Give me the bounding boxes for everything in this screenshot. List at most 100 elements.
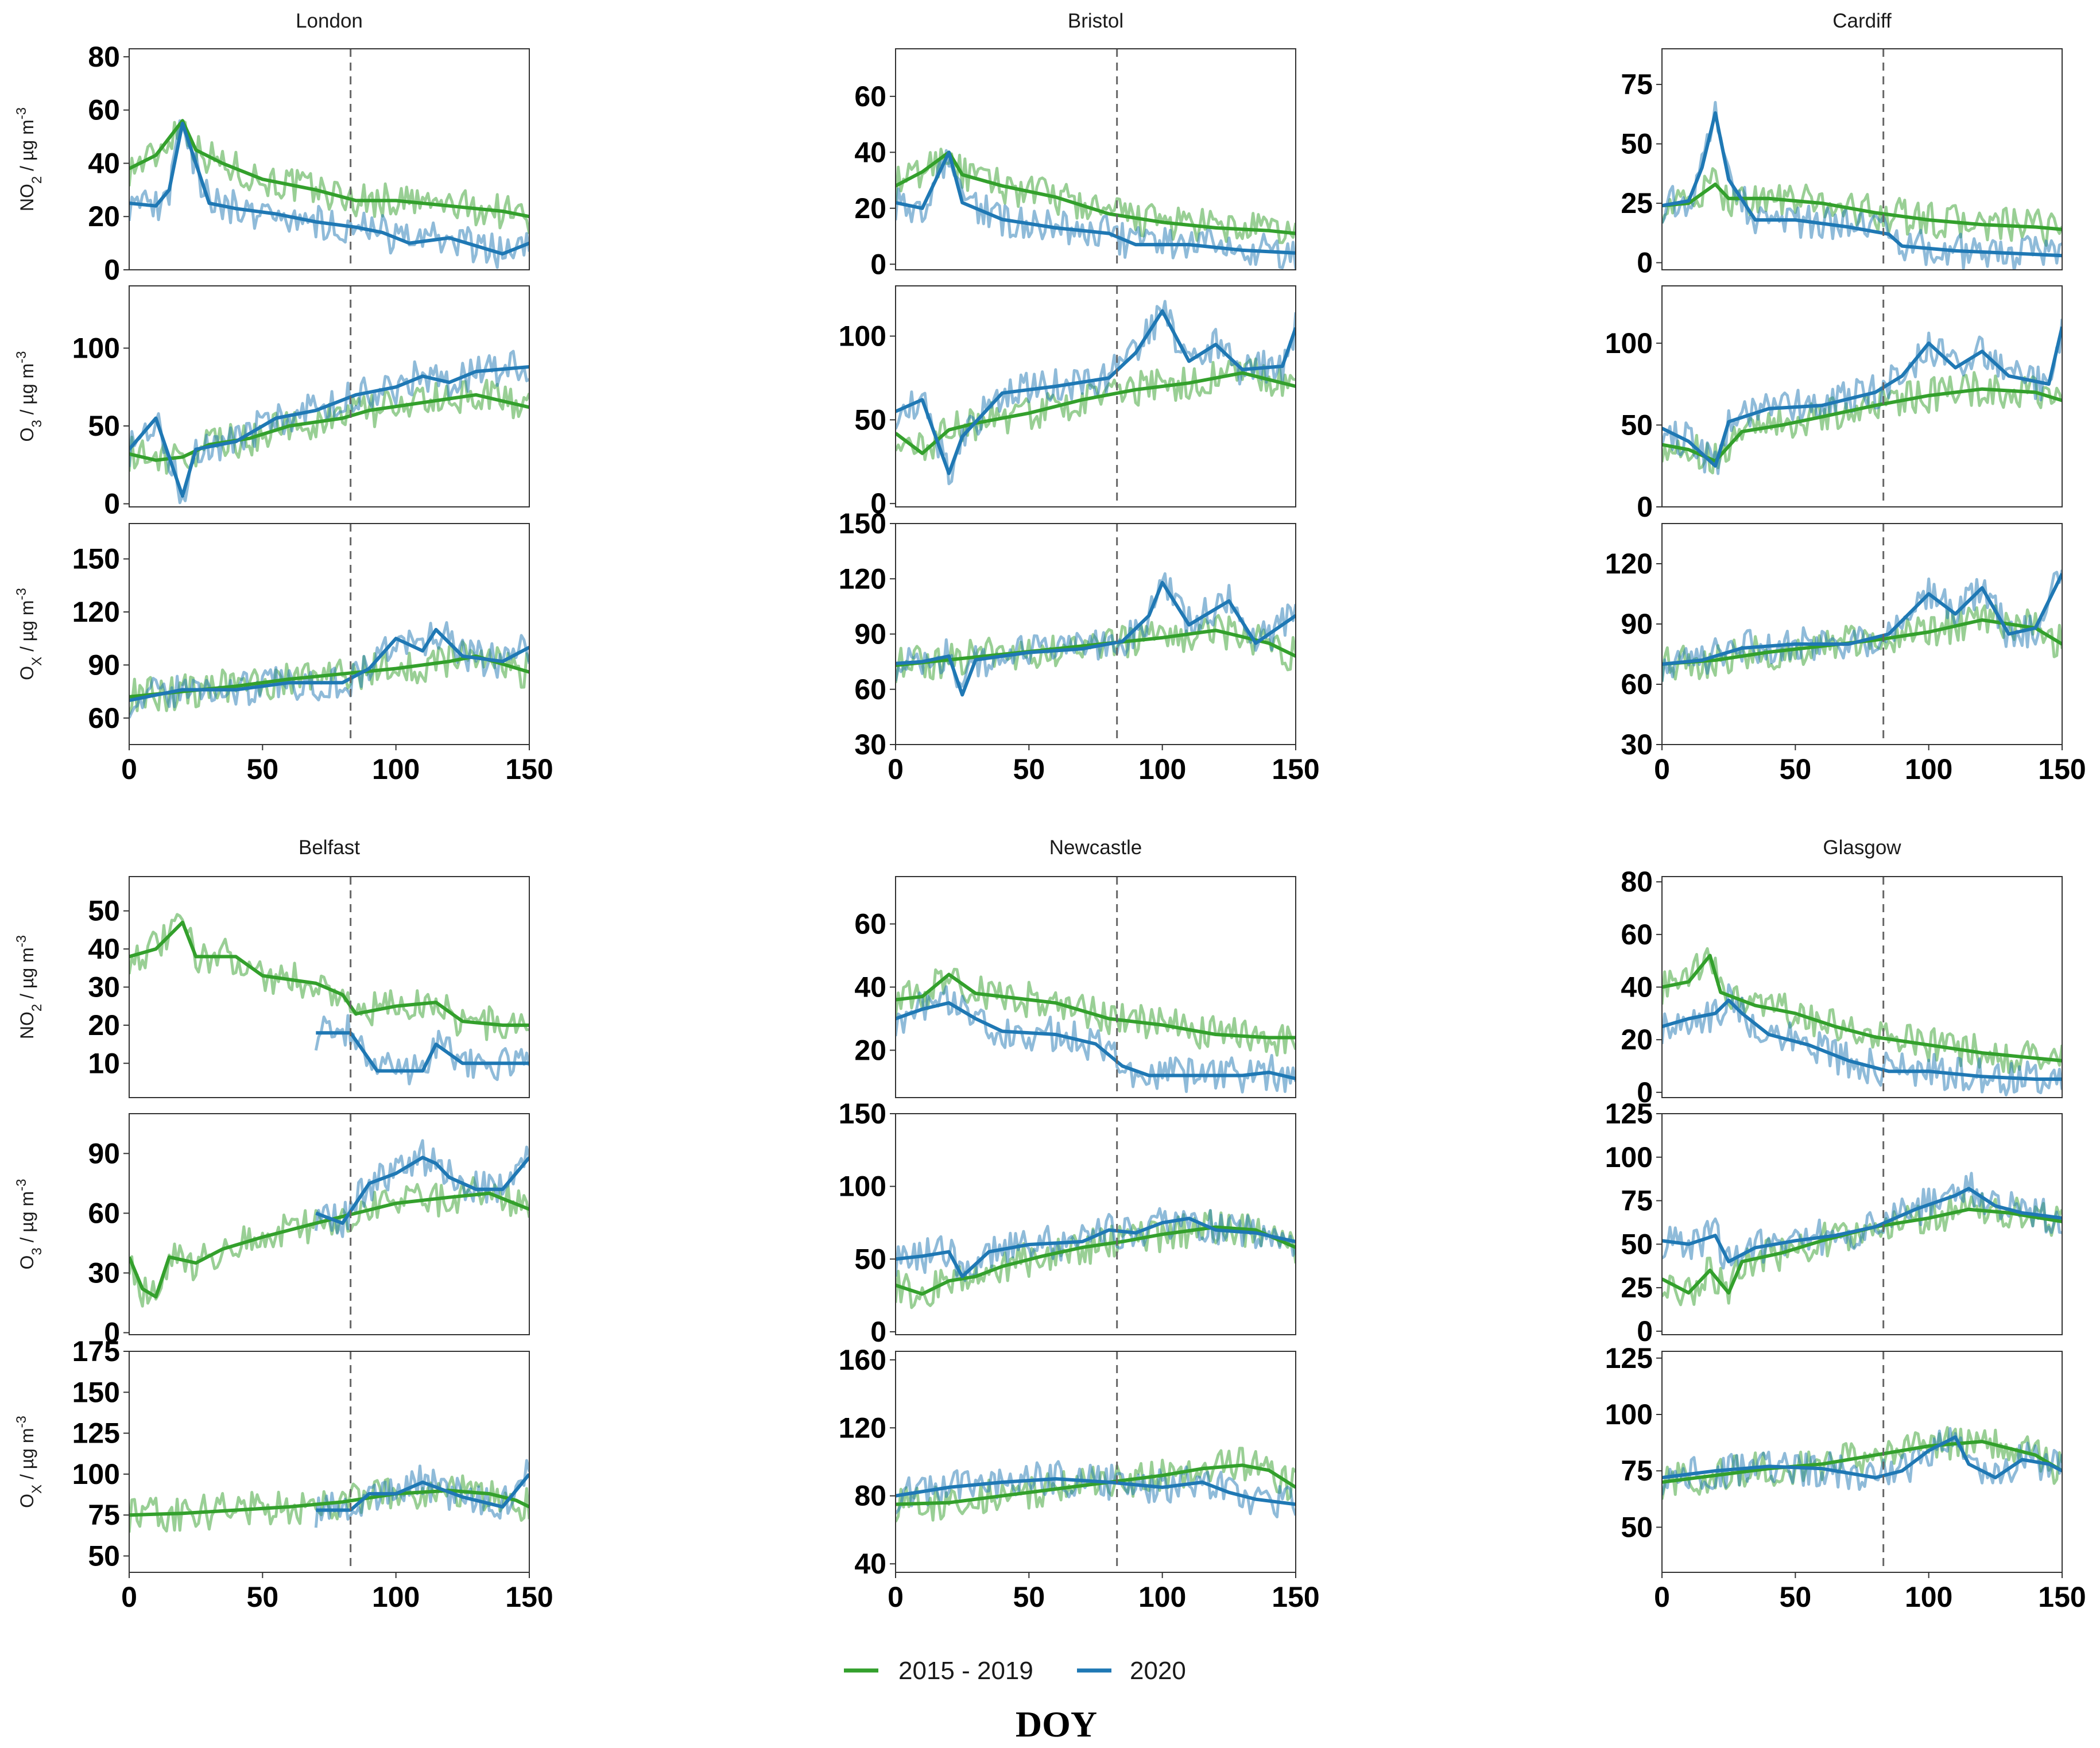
panel-no2: 10 20 30 40 50 NO2 / µg m-3 [14, 876, 530, 1098]
plot-area [129, 49, 529, 270]
y-tick-label: 50 [88, 410, 120, 442]
city-title: London [296, 10, 363, 32]
y-tick-label: 50 [88, 895, 120, 927]
x-tick-label: 50 [1013, 1581, 1045, 1613]
x-tick-label: 150 [505, 753, 553, 785]
plot-frame [1661, 285, 2063, 507]
y-tick-label: 75 [1621, 1185, 1653, 1217]
series-line-y2020 [129, 627, 529, 702]
series-raw-y2020 [896, 985, 1296, 1094]
y-tick-label: 50 [854, 1243, 886, 1275]
y-tick-label: 120 [72, 596, 120, 628]
plot-frame [895, 48, 1296, 270]
series-raw-y2020 [1662, 1172, 2062, 1271]
series-group [1662, 100, 2062, 270]
series-line-base [896, 972, 1296, 1040]
plot-area [1662, 49, 2062, 270]
y-tick-label: 20 [1621, 1024, 1653, 1056]
series-group [129, 1459, 529, 1533]
y-tick-label: 75 [1621, 68, 1653, 100]
y-tick-label: 125 [1605, 1342, 1653, 1374]
series-line-base [896, 1225, 1296, 1296]
series-raw-base [1662, 947, 2062, 1074]
x-tick-label: 50 [1780, 753, 1812, 785]
series-raw-y2020 [1662, 100, 2062, 270]
y-axis-label: O3 / µg m-3 [14, 351, 45, 441]
x-tick-label: 0 [1654, 1581, 1670, 1613]
y-tick-label: 20 [88, 1009, 120, 1041]
y-tick-label: 0 [1637, 1315, 1653, 1347]
series-line-base [1662, 1207, 2062, 1295]
x-tick-label: 100 [1905, 753, 1952, 785]
plot-frame [895, 876, 1296, 1098]
y-tick-label: 40 [1621, 971, 1653, 1003]
y-tick-label: 40 [88, 147, 120, 179]
x-tick-label: 0 [888, 753, 904, 785]
series-raw-base [1662, 371, 2062, 475]
y-tick-label: 150 [839, 507, 886, 540]
x-tick-label: 0 [121, 753, 137, 785]
plot-area [129, 1351, 529, 1572]
panel-ox: 30 60 90 120 0 50 100 150 [1605, 523, 2086, 785]
series-line-y2020 [896, 580, 1296, 697]
x-tick-label: 150 [2038, 753, 2086, 785]
series-group [1662, 1172, 2062, 1307]
city-title: Newcastle [1049, 836, 1142, 859]
plot-frame [129, 285, 530, 507]
y-axis-label: NO2 / µg m-3 [14, 935, 45, 1039]
y-tick-label: 60 [854, 673, 886, 706]
y-tick-label: 60 [88, 1197, 120, 1229]
series-line-y2020 [129, 365, 529, 498]
x-tick-label: 100 [1905, 1581, 1952, 1613]
panel-no2: 0 20 40 60 80 [1621, 866, 2063, 1109]
series-group [129, 1139, 529, 1308]
y-tick-label: 120 [839, 1412, 886, 1444]
plot-frame [1661, 1351, 2063, 1573]
series-raw-y2020 [314, 1139, 529, 1238]
y-tick-label: 0 [1637, 1076, 1653, 1109]
panel-no2: 0 20 40 60 [854, 48, 1296, 280]
city-belfast: Belfast 10 20 30 40 50 NO2 / µg m-3 0 30 60 90 O3 /… [14, 836, 553, 1613]
panel-o3: 0 30 60 90 O3 / µg m-3 [14, 1113, 530, 1349]
x-tick-label: 0 [121, 1581, 137, 1613]
y-tick-label: 100 [839, 320, 886, 352]
legend-label-base: 2015 - 2019 [898, 1657, 1033, 1685]
y-tick-label: 60 [854, 80, 886, 113]
y-tick-label: 50 [1621, 1228, 1653, 1260]
y-tick-label: 25 [1621, 1272, 1653, 1304]
city-glasgow: Glasgow020406080025507510012550751001250… [1605, 836, 2086, 1613]
y-tick-label: 60 [854, 908, 886, 940]
city-london: London 0 20 40 60 80 NO2 / µg m-3 0 50 100 O3 / µg… [14, 10, 553, 785]
series-raw-y2020 [129, 119, 529, 269]
y-tick-label: 75 [1621, 1455, 1653, 1487]
series-line-y2020 [1662, 326, 2062, 468]
y-tick-label: 30 [88, 971, 120, 1003]
series-raw-base [896, 967, 1296, 1057]
y-tick-label: 10 [88, 1047, 120, 1079]
series-raw-base [129, 913, 529, 1041]
y-tick-label: 60 [88, 94, 120, 126]
x-tick-label: 150 [1272, 1581, 1319, 1613]
series-line-base [896, 1463, 1296, 1506]
y-tick-label: 40 [854, 1548, 886, 1580]
y-tick-label: 100 [1605, 1141, 1653, 1173]
panel-no2: 0 20 40 60 80 NO2 / µg m-3 [14, 41, 530, 286]
series-line-base [1662, 954, 2062, 1063]
series-raw-base [896, 1447, 1296, 1523]
city-title: Cardiff [1832, 10, 1892, 32]
y-tick-label: 100 [1605, 1398, 1653, 1431]
series-group [896, 572, 1296, 697]
y-tick-label: 20 [854, 1034, 886, 1067]
y-tick-label: 60 [88, 702, 120, 734]
x-tick-label: 100 [1138, 1581, 1186, 1613]
series-raw-y2020 [896, 149, 1296, 270]
y-tick-label: 0 [104, 254, 120, 286]
plot-frame [895, 1351, 1296, 1573]
plot-frame [129, 1351, 530, 1573]
x-tick-label: 0 [888, 1581, 904, 1613]
series-group [1662, 319, 2062, 475]
y-tick-label: 90 [1621, 608, 1653, 640]
x-tick-label: 150 [1272, 753, 1319, 785]
